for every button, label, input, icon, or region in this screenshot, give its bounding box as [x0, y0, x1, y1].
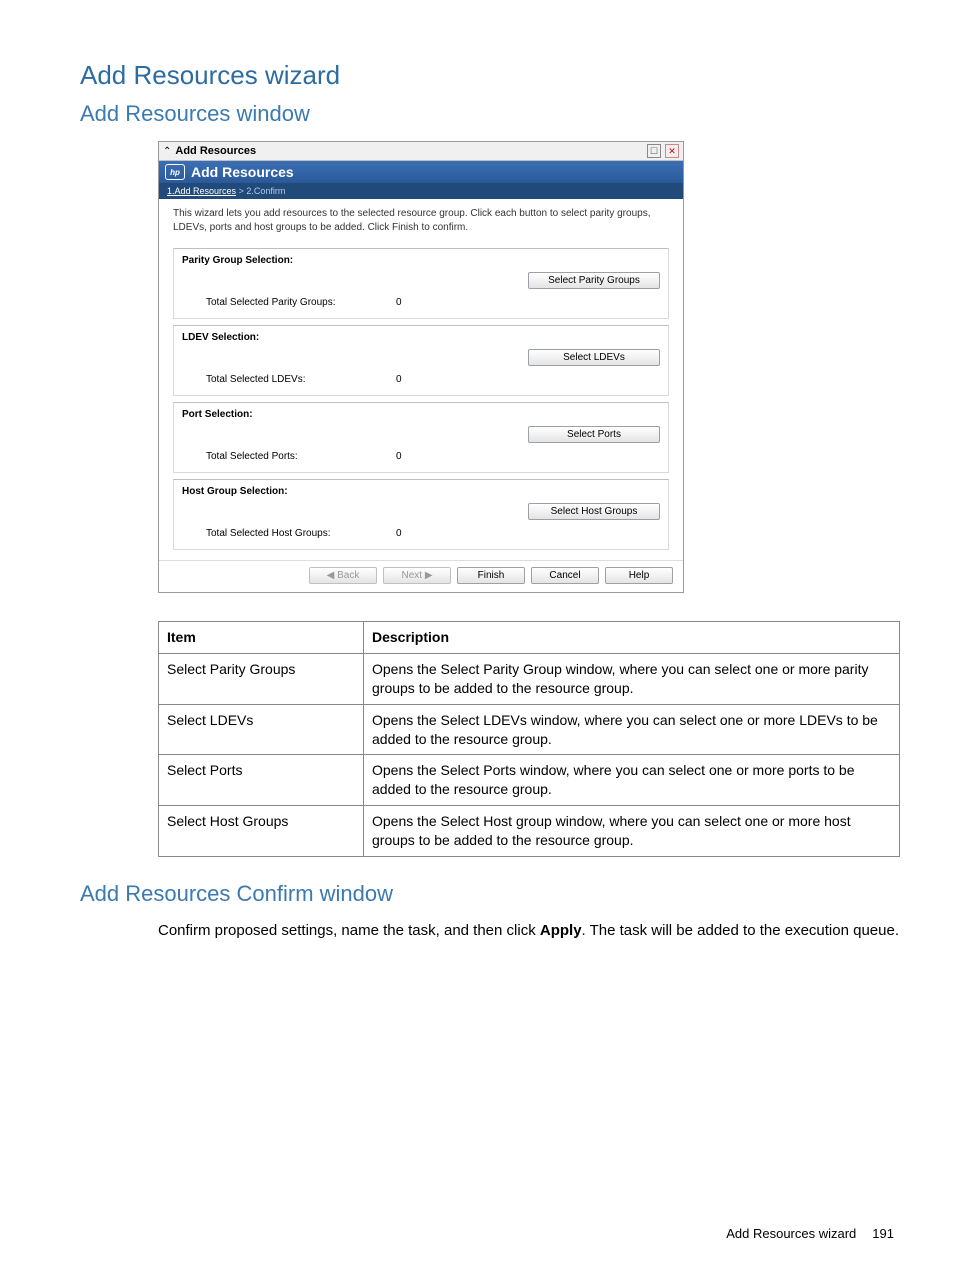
total-host-groups-label: Total Selected Host Groups:	[206, 528, 396, 539]
wizard-titlebar-text: Add Resources	[175, 145, 643, 157]
table-cell-item: Select Ports	[159, 755, 364, 806]
table-cell-desc: Opens the Select Host group window, wher…	[364, 806, 900, 857]
confirm-text-bold: Apply	[540, 922, 582, 939]
select-host-groups-button[interactable]: Select Host Groups	[528, 503, 660, 520]
table-row: Select Host Groups Opens the Select Host…	[159, 806, 900, 857]
wizard-header-text: Add Resources	[191, 164, 294, 180]
page-footer: Add Resources wizard 191	[0, 1226, 954, 1241]
table-header-item: Item	[159, 622, 364, 654]
confirm-text-post: . The task will be added to the executio…	[582, 922, 899, 939]
close-icon[interactable]: ✕	[665, 144, 679, 158]
section-heading-add-resources-window: Add Resources window	[80, 101, 904, 127]
port-selection-title: Port Selection:	[182, 409, 660, 420]
wizard-window: ⌃ Add Resources ☐ ✕ hp Add Resources 1.A…	[158, 141, 684, 593]
select-parity-groups-button[interactable]: Select Parity Groups	[528, 272, 660, 289]
host-group-selection-block: Host Group Selection: Select Host Groups…	[173, 479, 669, 550]
maximize-icon[interactable]: ☐	[647, 144, 661, 158]
hp-logo-icon: hp	[165, 164, 185, 180]
confirm-paragraph: Confirm proposed settings, name the task…	[158, 921, 904, 941]
total-host-groups-value: 0	[396, 528, 436, 539]
ldev-selection-title: LDEV Selection:	[182, 332, 660, 343]
table-row: Select Parity Groups Opens the Select Pa…	[159, 653, 900, 704]
port-selection-block: Port Selection: Select Ports Total Selec…	[173, 402, 669, 473]
section-heading-confirm-window: Add Resources Confirm window	[80, 881, 904, 907]
parity-group-selection-block: Parity Group Selection: Select Parity Gr…	[173, 248, 669, 319]
select-ports-button[interactable]: Select Ports	[528, 426, 660, 443]
parity-group-selection-title: Parity Group Selection:	[182, 255, 660, 266]
description-table: Item Description Select Parity Groups Op…	[158, 621, 900, 857]
table-row: Select LDEVs Opens the Select LDEVs wind…	[159, 704, 900, 755]
select-ldevs-button[interactable]: Select LDEVs	[528, 349, 660, 366]
table-cell-desc: Opens the Select LDEVs window, where you…	[364, 704, 900, 755]
total-parity-groups-label: Total Selected Parity Groups:	[206, 297, 396, 308]
collapse-icon[interactable]: ⌃	[163, 146, 171, 157]
table-row: Select Ports Opens the Select Ports wind…	[159, 755, 900, 806]
table-header-description: Description	[364, 622, 900, 654]
wizard-header: hp Add Resources	[159, 161, 683, 183]
wizard-titlebar: ⌃ Add Resources ☐ ✕	[159, 142, 683, 161]
total-ports-label: Total Selected Ports:	[206, 451, 396, 462]
wizard-step-sep: >	[239, 186, 244, 196]
host-group-selection-title: Host Group Selection:	[182, 486, 660, 497]
ldev-selection-block: LDEV Selection: Select LDEVs Total Selec…	[173, 325, 669, 396]
footer-page-number: 191	[872, 1226, 894, 1241]
table-cell-item: Select Parity Groups	[159, 653, 364, 704]
table-cell-desc: Opens the Select Ports window, where you…	[364, 755, 900, 806]
total-ports-value: 0	[396, 451, 436, 462]
cancel-button[interactable]: Cancel	[531, 567, 599, 584]
finish-button[interactable]: Finish	[457, 567, 525, 584]
wizard-step-1[interactable]: 1.Add Resources	[167, 186, 236, 196]
table-cell-item: Select LDEVs	[159, 704, 364, 755]
footer-label: Add Resources wizard	[726, 1226, 856, 1241]
help-button[interactable]: Help	[605, 567, 673, 584]
table-cell-item: Select Host Groups	[159, 806, 364, 857]
wizard-steps: 1.Add Resources > 2.Confirm	[159, 183, 683, 199]
table-cell-desc: Opens the Select Parity Group window, wh…	[364, 653, 900, 704]
total-parity-groups-value: 0	[396, 297, 436, 308]
next-button[interactable]: Next ▶	[383, 567, 451, 584]
wizard-footer: ◀ Back Next ▶ Finish Cancel Help	[159, 560, 683, 592]
total-ldevs-value: 0	[396, 374, 436, 385]
page-title-h1: Add Resources wizard	[80, 60, 904, 91]
wizard-intro: This wizard lets you add resources to th…	[173, 207, 669, 234]
back-button[interactable]: ◀ Back	[309, 567, 377, 584]
wizard-step-2[interactable]: 2.Confirm	[246, 186, 285, 196]
confirm-text-pre: Confirm proposed settings, name the task…	[158, 922, 540, 939]
total-ldevs-label: Total Selected LDEVs:	[206, 374, 396, 385]
